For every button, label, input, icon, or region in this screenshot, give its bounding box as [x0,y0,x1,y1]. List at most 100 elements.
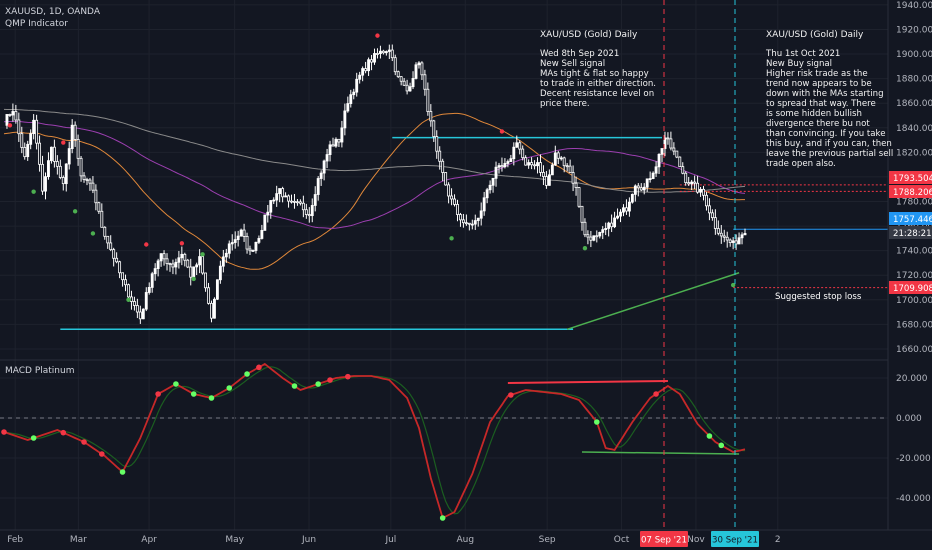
candle-body [408,86,412,92]
candle-body [361,68,365,76]
macd-sell-dot [256,364,262,371]
candle-body [441,160,445,173]
macd-pane-title[interactable]: MACD Platinum [5,366,75,376]
candle-body [281,188,285,198]
candle-body [684,172,688,184]
signal-dots [7,33,736,302]
candle-body [254,241,258,251]
candle-body [227,243,231,254]
indicator-title[interactable]: QMP Indicator [5,19,68,29]
candle-body [5,114,9,126]
buy-signal-dot [126,297,131,302]
macd-bearish-divergence-line [507,380,668,384]
macd-sell-dot [155,391,161,397]
macd-buy-dot [718,442,725,449]
candle-body [381,50,385,54]
candle-body [616,215,619,219]
sell-note-title: XAU/USD (Gold) Daily [540,30,638,40]
candle-body [8,114,12,116]
sell-signal-dot [144,242,149,247]
candle-body [562,157,566,167]
candle-body [32,119,36,135]
candle-body [201,256,205,274]
macd-sell-dot [508,392,514,398]
candle-body [109,242,113,251]
candle-body [622,207,625,213]
candle-body [130,296,133,302]
candle-body [399,76,403,82]
candle-body [135,305,139,313]
candle-body [316,178,320,195]
candle-body [728,239,732,244]
candle-body [743,233,747,236]
candle-body [506,161,510,164]
macd-axis[interactable]: -40.000 -20.000 0.000 20.000 [896,374,931,504]
candle-body [198,256,202,266]
price-tags: 1793.504 1788.206 1757.446 21:28:21 1709.908 [889,171,932,294]
symbol-title[interactable]: XAUUSD, 1D, OANDA [5,7,101,17]
price-tag-label: 1709.908 [893,284,932,294]
time-tick-label: Oct [614,535,630,545]
candle-body [657,153,661,168]
ma-gray-line [3,108,746,193]
candle-body [213,298,216,319]
price-tick-label: 1900.000 [896,50,932,60]
candle-body [287,195,290,202]
candle-body [378,50,382,54]
candle-body [248,248,252,252]
candle-body [722,235,726,238]
candle-body [230,242,234,245]
candle-body [150,273,154,288]
sell-signal-dot [179,241,185,246]
candle-body [663,137,667,149]
candle-body [583,221,587,236]
time-axis[interactable]: Feb Mar Apr May Jun Jul Aug Sep Oct Nov 2 [7,535,780,545]
candle-body [642,186,646,191]
sell-signal-dot [375,33,380,38]
candle-body [23,147,27,158]
candle-body [124,279,127,286]
price-tick-label: 1700.000 [896,296,932,306]
candle-body [542,172,545,177]
candle-body [171,263,175,268]
sell-signal-dot [7,123,13,128]
time-tick-label: Apr [141,535,157,545]
date-tag-sell-label: 07 Sep '21 [641,536,687,546]
candle-body [301,202,305,211]
candle-body [731,240,735,244]
date-tag-sell: 07 Sep '21 [640,531,688,547]
candle-body [509,158,513,162]
candle-body [503,163,507,168]
buy-signal-dot [191,276,196,282]
macd-sell-dot [99,451,105,457]
candle-body [660,148,664,155]
candle-body [180,253,184,259]
candle-body [204,272,207,289]
candle-body [251,250,255,252]
candle-body [278,188,282,195]
candle-body [210,302,213,319]
macd-tick-label: -20.000 [896,454,931,464]
candle-body [313,194,317,206]
candle-body [390,49,394,59]
price-tick-label: 1880.000 [896,75,932,85]
candle-body [651,172,655,179]
candle-body [559,157,563,160]
candle-body [355,78,359,93]
candle-body [304,209,308,215]
candle-body [177,257,181,263]
candle-body [52,146,56,162]
buy-note-title: XAU/USD (Gold) Daily [766,30,864,40]
candle-body [322,160,326,174]
candle-body [737,237,741,245]
candle-body [35,119,39,144]
sell-note-line: price there. [540,99,590,109]
sell-note-line: Wed 8th Sep 2021 [540,49,619,59]
candle-body [195,264,199,268]
candle-body [411,78,415,88]
candle-body [696,182,700,193]
candle-body [550,164,554,176]
macd-sell-dot [81,439,87,445]
candle-body [168,263,172,265]
candle-body [284,195,288,198]
